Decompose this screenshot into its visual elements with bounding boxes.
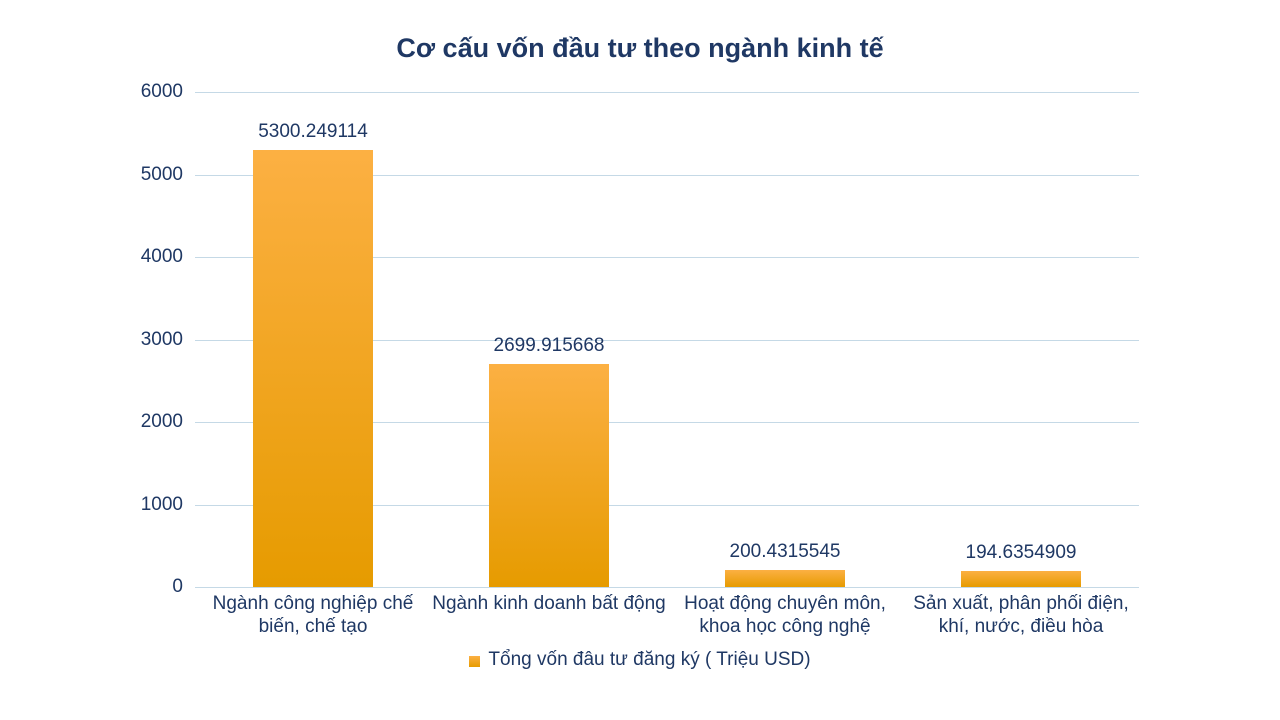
y-tick-label: 5000 xyxy=(140,163,183,185)
bar-value-label: 2699.915668 xyxy=(493,335,605,357)
legend-label: Tổng vốn đâu tư đăng ký ( Triệu USD) xyxy=(488,649,811,670)
y-tick-label: 0 xyxy=(172,576,183,597)
x-category-label: Sản xuất, phân phối điện, khí, nước, điề… xyxy=(913,593,1129,637)
gridline xyxy=(195,174,1139,176)
bar-value-label: 194.6354909 xyxy=(965,541,1077,563)
gridline xyxy=(195,257,1139,258)
legend-swatch-icon xyxy=(469,655,481,667)
x-category-label: Ngành kinh doanh bất động xyxy=(432,593,666,614)
bar xyxy=(489,364,609,587)
gridline xyxy=(195,339,1139,341)
gridline xyxy=(195,587,1139,588)
x-category-label: Hoạt động chuyên môn, khoa học công nghệ xyxy=(684,593,886,637)
bar-value-label: 200.4315545 xyxy=(729,541,841,563)
gridline xyxy=(195,504,1139,506)
plot-area: 5300.249114 2699.915668 200.4315545 194.635… xyxy=(195,92,1139,588)
y-tick-label: 2000 xyxy=(140,411,183,432)
bar xyxy=(961,570,1081,587)
gridline xyxy=(195,422,1139,423)
y-tick-label: 3000 xyxy=(140,328,183,350)
y-tick-label: 1000 xyxy=(140,493,183,515)
y-axis: 0 1000 2000 3000 4000 5000 6000 xyxy=(0,81,183,597)
x-axis: Ngành công nghiệp chế biến, chế tạo Ngành… xyxy=(195,592,1139,638)
x-category-label: Ngành công nghiệp chế biến, chế tạo xyxy=(212,593,414,637)
y-tick-label: 6000 xyxy=(140,81,183,102)
y-tick-label: 4000 xyxy=(140,246,183,267)
gridline xyxy=(195,92,1139,93)
chart-title: Cơ cấu vốn đầu tư theo ngành kinh tế xyxy=(396,33,884,63)
bar xyxy=(725,570,845,587)
bar xyxy=(253,149,373,587)
legend: Tổng vốn đâu tư đăng ký ( Triệu USD) xyxy=(0,649,1280,671)
bar-value-label: 5300.249114 xyxy=(258,120,368,142)
